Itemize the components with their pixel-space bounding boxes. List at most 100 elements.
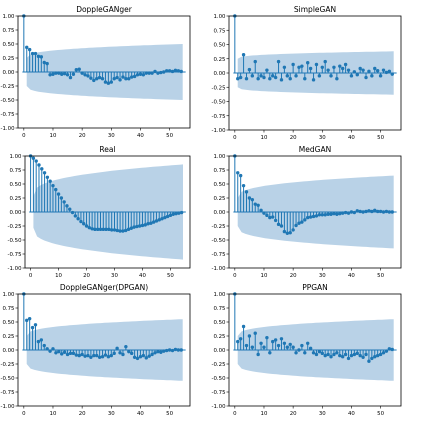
x-tick-label: 30	[319, 411, 326, 417]
y-tick-label: 0.75	[213, 306, 225, 312]
y-tick-label: -0.75	[212, 252, 226, 258]
subplot-title: Real	[99, 145, 115, 154]
acf-point	[306, 215, 310, 220]
acf-point	[370, 356, 374, 361]
acf-point	[358, 66, 362, 71]
acf-point	[93, 227, 97, 232]
acf-point	[294, 74, 298, 78]
acf-point	[71, 72, 76, 76]
acf-point	[121, 75, 125, 79]
acf-point	[179, 69, 183, 74]
acf-point	[340, 66, 345, 71]
acf-point	[173, 68, 178, 73]
y-tick-label: 0.50	[213, 320, 226, 326]
acf-point	[86, 353, 90, 358]
x-tick-label: 40	[348, 411, 355, 417]
acf-point	[332, 211, 336, 216]
x-tick-label: 20	[79, 411, 86, 417]
acf-point	[311, 78, 316, 82]
acf-point	[170, 69, 175, 74]
acf-point	[74, 353, 79, 357]
acf-point	[364, 209, 368, 214]
acf-point	[126, 227, 131, 232]
acf-point	[308, 66, 313, 71]
acf-point	[98, 227, 103, 232]
acf-point	[76, 217, 80, 221]
acf-point	[375, 353, 380, 358]
acf-point	[151, 220, 156, 224]
acf-point	[127, 349, 131, 354]
acf-point	[300, 220, 304, 224]
acf-point	[176, 348, 181, 352]
y-tick-label: -0.25	[212, 85, 226, 91]
acf-subplot-0: DoppleGANger -1.00 -0.75 -0.50 -0.25 0.00 0.25…	[1, 5, 191, 139]
acf-point	[65, 352, 70, 357]
x-tick-label: 20	[290, 411, 297, 417]
acf-point	[92, 353, 96, 358]
acf-point	[370, 209, 374, 214]
y-tick-label: 0.75	[2, 28, 14, 34]
acf-point	[355, 209, 359, 213]
acf-point	[132, 225, 136, 229]
x-tick-label: 10	[50, 133, 57, 139]
y-tick-label: 0.25	[2, 334, 14, 340]
acf-subplot-1: SimpleGAN -1.00 -0.75 -0.50 -0.25 0.00 0.25 0.5…	[212, 5, 402, 141]
x-tick-label: 50	[377, 273, 384, 279]
acf-point	[62, 350, 67, 354]
acf-point	[308, 215, 313, 219]
acf-point	[241, 53, 246, 57]
acf-point	[135, 73, 140, 77]
subplot-title: MedGAN	[299, 145, 331, 154]
acf-point	[303, 77, 307, 81]
acf-point	[141, 73, 146, 77]
acf-point	[36, 339, 41, 344]
y-tick-label: -0.50	[212, 100, 227, 106]
acf-point	[129, 226, 133, 230]
acf-point	[323, 353, 327, 358]
acf-point	[27, 316, 32, 321]
acf-point	[384, 209, 389, 214]
acf-point	[314, 214, 319, 218]
acf-point	[65, 204, 69, 208]
acf-point	[262, 345, 266, 349]
acf-point	[381, 351, 386, 355]
acf-point	[250, 345, 255, 349]
acf-point	[236, 171, 240, 175]
acf-point	[338, 64, 342, 68]
acf-point	[335, 212, 339, 216]
acf-point	[390, 347, 394, 352]
acf-point	[311, 214, 316, 219]
x-tick-label: 30	[108, 133, 115, 139]
acf-point	[179, 210, 184, 215]
acf-point	[250, 74, 255, 78]
acf-point	[87, 225, 92, 230]
acf-point	[39, 338, 44, 342]
acf-point	[288, 77, 292, 81]
y-tick-label: 0.75	[2, 306, 14, 312]
y-tick-label: 0.00	[2, 70, 15, 76]
acf-point	[317, 349, 322, 354]
acf-point	[54, 71, 58, 75]
acf-point	[244, 343, 249, 348]
acf-point	[129, 75, 134, 79]
acf-point	[247, 196, 252, 200]
acf-point	[314, 62, 319, 67]
y-tick-label: -1.00	[8, 266, 23, 272]
acf-point	[279, 224, 284, 228]
x-tick-label: 10	[55, 273, 62, 279]
x-tick-label: 20	[290, 273, 297, 279]
acf-point	[253, 331, 257, 335]
y-tick-label: 0.50	[9, 182, 22, 188]
acf-point	[291, 228, 295, 232]
acf-point	[141, 353, 146, 358]
acf-point	[118, 229, 122, 233]
acf-point	[77, 353, 81, 358]
acf-point	[153, 351, 157, 355]
acf-point	[179, 348, 183, 352]
acf-point	[306, 61, 310, 65]
x-tick-label: 10	[50, 411, 57, 417]
acf-point	[162, 349, 166, 353]
acf-point	[361, 355, 365, 359]
acf-point	[150, 352, 154, 357]
